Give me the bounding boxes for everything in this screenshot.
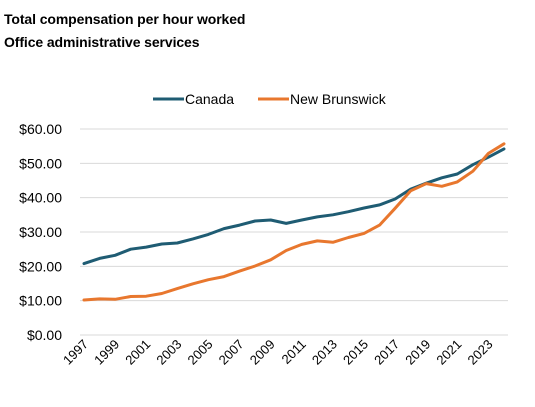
x-axis-tick-labels: 1997 1999 2001 2003 2005 2007 2009 2011 2013 2015… [60, 337, 496, 368]
y-tick-label: $40.00 [19, 190, 62, 206]
x-tick-label: 2021 [433, 337, 464, 368]
y-axis-tick-labels: $0.00 $10.00 $20.00 $30.00 $40.00 $50.00 $60.0… [19, 121, 62, 343]
legend: Canada New Brunswick [153, 91, 387, 107]
x-tick-label: 2009 [247, 337, 278, 368]
chart-heading: Total compensation per hour worked Offic… [4, 8, 245, 54]
legend-label: New Brunswick [290, 91, 387, 107]
legend-label: Canada [185, 91, 234, 107]
x-tick-label: 2013 [309, 337, 340, 368]
y-tick-label: $60.00 [19, 121, 62, 137]
series-lines [82, 142, 506, 302]
x-tick-label: 2015 [340, 337, 371, 368]
x-tick-label: 2005 [185, 337, 216, 368]
x-tick-label: 2007 [216, 337, 247, 368]
series-line [82, 147, 506, 266]
x-tick-label: 2001 [122, 337, 153, 368]
x-tick-label: 2019 [402, 337, 433, 368]
x-tick-label: 2017 [371, 337, 402, 368]
x-tick-label: 1999 [91, 337, 122, 368]
y-tick-label: $50.00 [19, 155, 62, 171]
x-tick-label: 2011 [279, 337, 309, 367]
series-line [82, 142, 506, 302]
y-tick-label: $10.00 [19, 293, 62, 309]
gridlines [80, 128, 508, 336]
chart-title: Total compensation per hour worked [4, 11, 246, 27]
y-tick-label: $0.00 [27, 327, 62, 343]
x-tick-label: 1997 [60, 337, 91, 368]
y-tick-label: $20.00 [19, 258, 62, 274]
y-tick-label: $30.00 [19, 224, 62, 240]
chart-subtitle: Office administrative services [4, 34, 200, 50]
x-tick-label: 2003 [153, 337, 184, 368]
x-tick-label: 2023 [465, 337, 496, 368]
